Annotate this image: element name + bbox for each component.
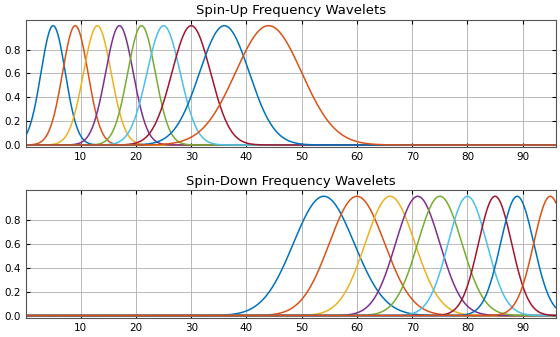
Title: Spin-Down Frequency Wavelets: Spin-Down Frequency Wavelets: [186, 175, 395, 188]
Title: Spin-Up Frequency Wavelets: Spin-Up Frequency Wavelets: [195, 4, 386, 17]
